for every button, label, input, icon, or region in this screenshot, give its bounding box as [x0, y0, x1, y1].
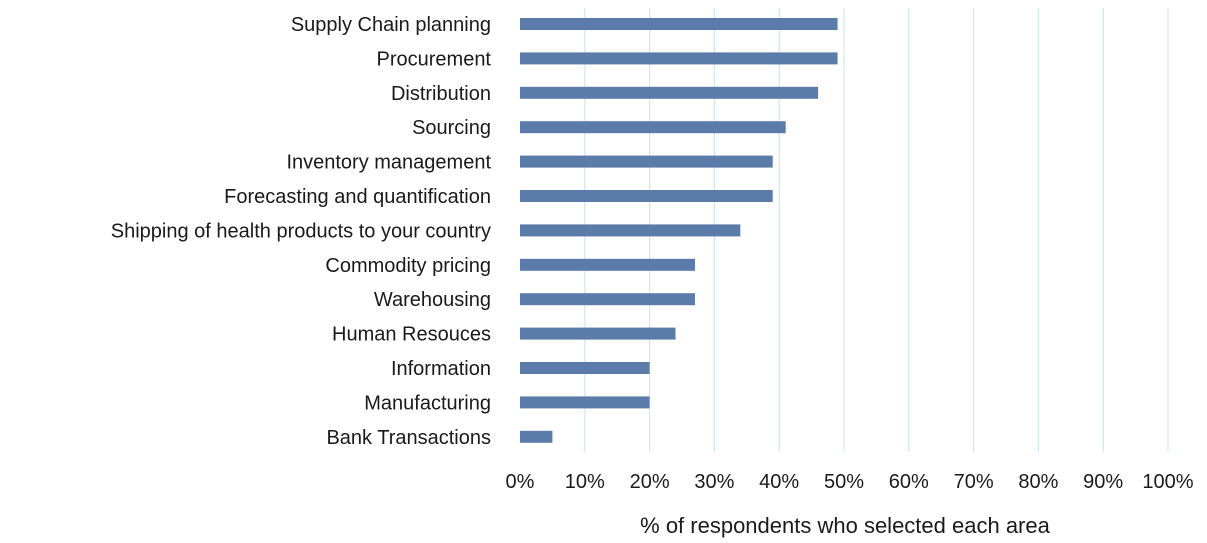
bar [520, 155, 773, 168]
x-tick-label: 0% [506, 471, 535, 493]
category-label: Shipping of health products to your coun… [111, 220, 491, 242]
x-tick-label: 30% [694, 471, 734, 493]
x-tick-label: 90% [1083, 471, 1123, 493]
category-label: Commodity pricing [325, 255, 491, 277]
bar [520, 396, 650, 409]
x-tick-label: 20% [630, 471, 670, 493]
bar [520, 52, 838, 65]
x-tick-label: 10% [565, 471, 605, 493]
x-tick-label: 70% [954, 471, 994, 493]
bar [520, 258, 695, 271]
x-axis-title: % of respondents who selected each area [640, 513, 1050, 538]
x-tick-label: 100% [1142, 471, 1193, 493]
x-tick-label: 50% [824, 471, 864, 493]
category-label: Distribution [391, 83, 491, 105]
bar [520, 121, 786, 134]
bar [520, 86, 819, 99]
bars [520, 18, 838, 443]
category-label: Supply Chain planning [291, 14, 491, 36]
x-tick-label: 60% [889, 471, 929, 493]
bar [520, 430, 553, 443]
category-labels: Supply Chain planning Procurement Distribu… [111, 14, 492, 449]
bar [520, 18, 838, 30]
x-tick-label: 80% [1018, 471, 1058, 493]
bar [520, 190, 773, 202]
category-label: Information [391, 358, 491, 380]
category-label: Warehousing [374, 289, 491, 311]
x-tick-label: 40% [759, 471, 799, 493]
category-label: Forecasting and quantification [224, 186, 491, 208]
bar [520, 362, 650, 374]
category-label: Bank Transactions [326, 427, 491, 449]
category-label: Sourcing [412, 117, 491, 139]
bar [520, 293, 695, 306]
bar [520, 224, 741, 237]
category-label: Procurement [377, 48, 492, 70]
gridlines [584, 8, 1169, 452]
x-tick-labels: 0% 10% 20% 30% 40% 50% 60% 70% 80% 90% 100% [506, 471, 1194, 493]
category-label: Manufacturing [364, 392, 491, 414]
category-label: Human Resouces [332, 324, 491, 346]
category-label: Inventory management [286, 152, 491, 174]
bar [520, 327, 676, 340]
